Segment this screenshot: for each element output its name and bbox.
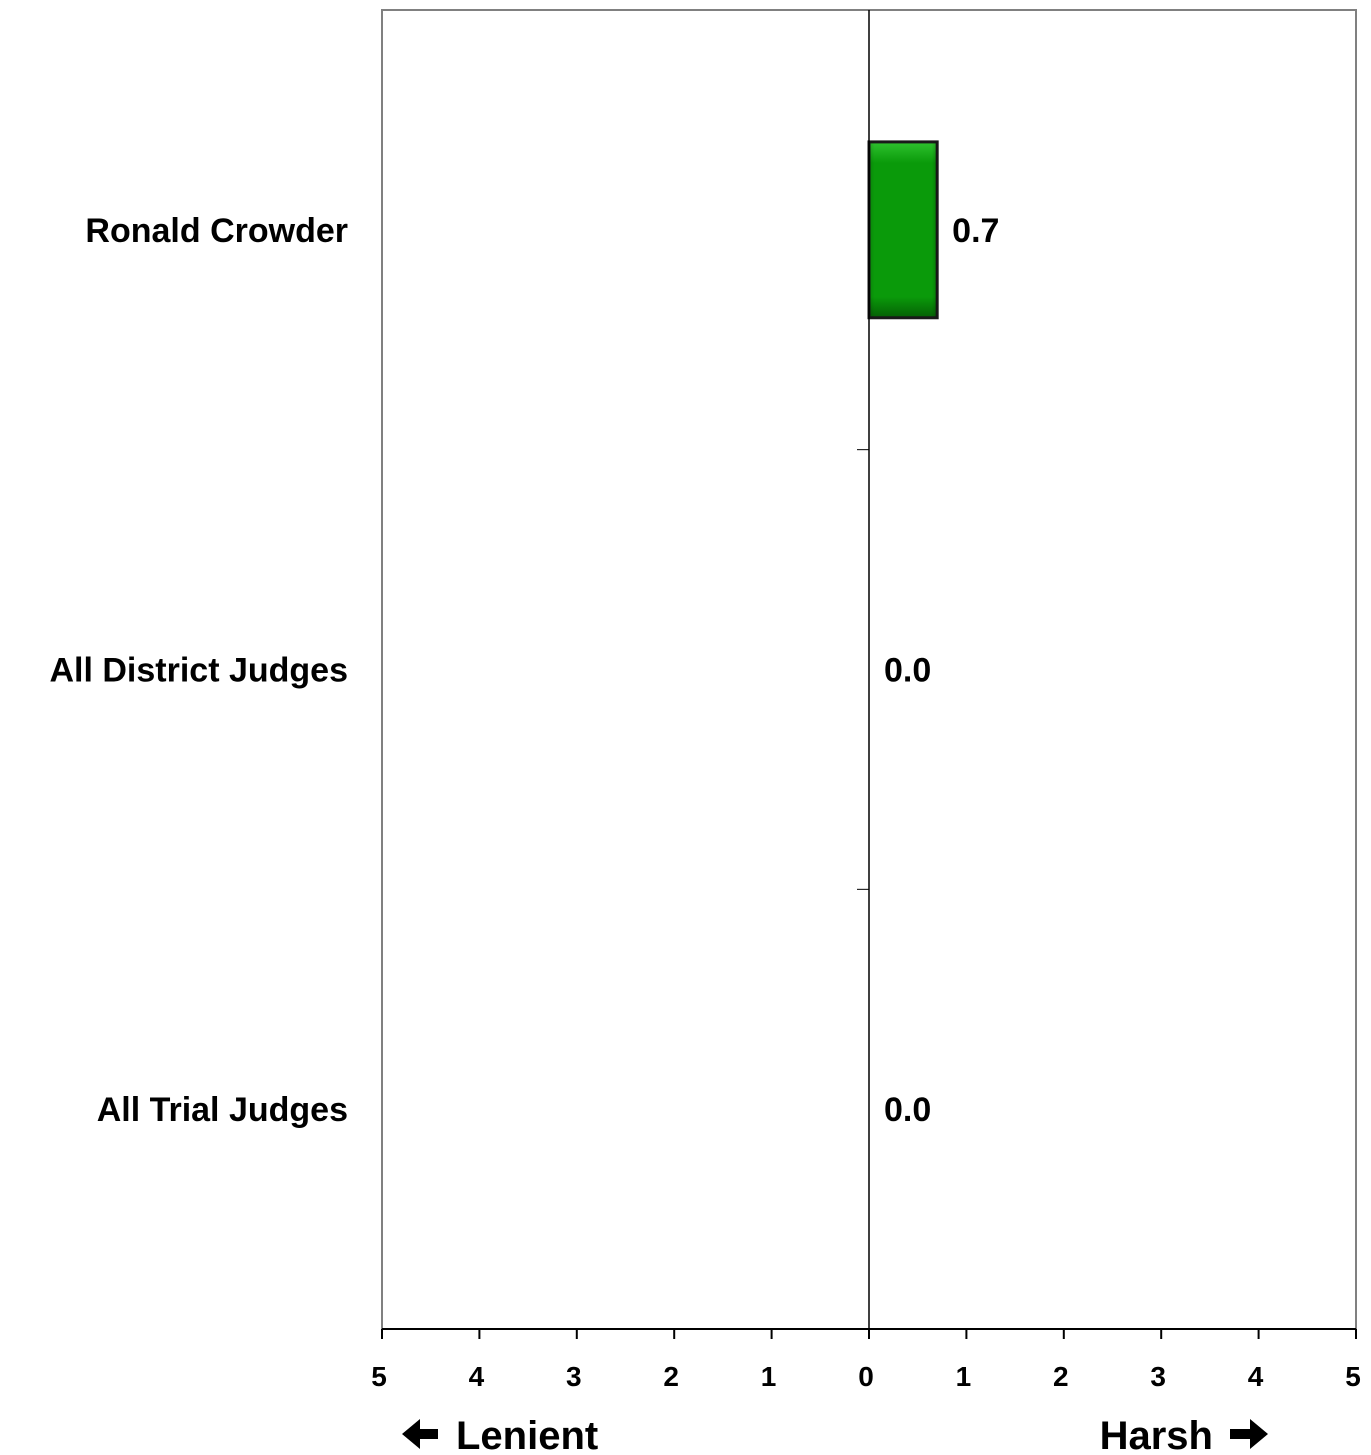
data-label: 0.7 bbox=[952, 212, 999, 250]
x-tick-label: 2 bbox=[663, 1361, 679, 1392]
data-label: 0.0 bbox=[884, 1091, 931, 1129]
left-arrow-icon bbox=[402, 1419, 438, 1449]
bar-shade bbox=[869, 141, 938, 318]
x-tick-label: 4 bbox=[1248, 1361, 1264, 1392]
x-tick-label: 4 bbox=[469, 1361, 485, 1392]
x-tick-label: 1 bbox=[761, 1361, 777, 1392]
x-tick-label: 0 bbox=[858, 1361, 874, 1392]
x-tick-label: 5 bbox=[371, 1361, 387, 1392]
x-tick-label: 1 bbox=[956, 1361, 972, 1392]
category-label: All Trial Judges bbox=[97, 1091, 348, 1129]
category-label: All District Judges bbox=[49, 652, 348, 690]
category-label: Ronald Crowder bbox=[85, 212, 348, 250]
lenient-label: Lenient bbox=[456, 1414, 598, 1455]
x-tick-label: 2 bbox=[1053, 1361, 1069, 1392]
right-arrow-icon bbox=[1230, 1419, 1268, 1449]
data-label: 0.0 bbox=[884, 652, 931, 690]
x-tick-label: 3 bbox=[1150, 1361, 1166, 1392]
x-tick-label: 5 bbox=[1345, 1361, 1361, 1392]
harsh-label: Harsh bbox=[1100, 1414, 1213, 1455]
x-tick-label: 3 bbox=[566, 1361, 582, 1392]
